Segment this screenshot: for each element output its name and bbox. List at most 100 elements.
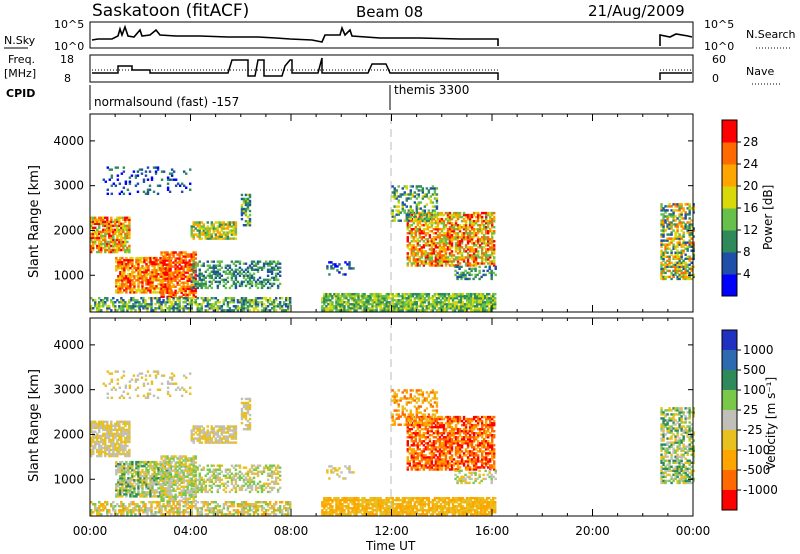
power-cell — [413, 301, 417, 304]
power-cell — [184, 307, 187, 310]
power-cell — [418, 260, 422, 263]
power-cell — [426, 262, 430, 265]
power-cell — [129, 262, 132, 266]
power-cell — [168, 279, 171, 282]
power-cell — [208, 276, 211, 280]
power-cell — [476, 252, 480, 255]
power-cell — [482, 211, 486, 215]
power-cell — [192, 253, 195, 256]
power-cell — [180, 285, 183, 288]
power-cell — [262, 307, 266, 310]
power-cell — [216, 225, 220, 228]
power-cell — [668, 269, 671, 273]
power-cell — [206, 260, 209, 263]
power-cell — [455, 305, 459, 308]
power-cell — [174, 178, 178, 181]
power-cell — [194, 287, 197, 291]
power-cell — [424, 256, 428, 259]
power-cell — [662, 207, 665, 210]
power-cell — [321, 307, 324, 310]
power-cell — [278, 307, 282, 310]
power-cell — [435, 193, 439, 196]
power-cell — [676, 235, 679, 238]
power-cell — [129, 291, 132, 294]
power-cell — [395, 191, 398, 194]
power-cell — [186, 267, 189, 270]
power-cell — [248, 213, 252, 217]
power-cell — [224, 272, 228, 275]
power-cell — [446, 238, 450, 241]
power-cell — [676, 271, 679, 275]
power-cell — [472, 211, 476, 215]
power-cell — [327, 296, 330, 300]
power-cell — [460, 271, 463, 275]
power-cell — [92, 236, 95, 240]
power-cell — [425, 217, 429, 220]
power-cell — [690, 231, 693, 234]
power-cell — [222, 270, 226, 273]
power-cell — [278, 270, 282, 273]
power-cell — [256, 309, 260, 312]
power-cell — [482, 238, 486, 241]
power-cell — [485, 305, 489, 308]
power-cell — [471, 303, 475, 306]
velocity-cell — [128, 434, 131, 438]
power-cell — [224, 231, 228, 234]
velocity-cell — [117, 489, 120, 492]
power-cell — [373, 296, 376, 300]
power-cell — [430, 258, 434, 261]
power-cell — [218, 274, 222, 278]
power-cell — [260, 268, 264, 271]
power-cell — [439, 307, 443, 310]
velocity-cell — [149, 462, 152, 466]
power-cell — [401, 305, 404, 308]
velocity-cell — [108, 448, 111, 452]
power-cell — [190, 274, 193, 278]
power-cell — [431, 185, 435, 188]
power-cell — [149, 291, 152, 294]
power-cell — [484, 248, 488, 251]
power-cell — [449, 305, 453, 308]
velocity-cell — [115, 472, 118, 476]
power-cell — [134, 303, 137, 306]
power-cell — [676, 223, 679, 226]
velocity-cell — [104, 426, 107, 430]
power-cell — [666, 247, 669, 250]
power-colorbar-cells — [722, 120, 737, 297]
power-cell — [145, 289, 148, 292]
power-cell — [100, 248, 103, 252]
power-cell — [476, 242, 480, 245]
power-cell — [240, 217, 244, 221]
power-cell — [188, 255, 191, 258]
power-cell — [418, 258, 422, 261]
power-cell — [408, 242, 411, 245]
power-cell — [412, 228, 416, 231]
power-cell — [407, 294, 410, 298]
power-cell — [246, 309, 250, 312]
power-cell — [414, 236, 418, 239]
power-cell — [458, 248, 462, 251]
power-cell — [226, 235, 230, 238]
power-cell — [190, 283, 193, 286]
power-cell — [174, 277, 177, 280]
velocity-cell — [108, 424, 111, 428]
power-cell — [234, 278, 238, 282]
power-cell — [458, 240, 462, 243]
power-cell — [432, 260, 436, 263]
power-cell — [338, 271, 341, 274]
velocity-cell — [133, 485, 136, 488]
velocity-cell — [98, 450, 101, 454]
power-cell — [240, 211, 244, 215]
velocity-cell — [164, 489, 167, 492]
power-cell — [126, 224, 129, 228]
velocity-cell — [121, 475, 124, 478]
power-cell — [440, 254, 444, 257]
power-cell — [403, 301, 406, 304]
power-cell — [158, 303, 161, 306]
power-cell — [433, 303, 437, 306]
power-cell — [286, 303, 290, 306]
power-cell — [450, 252, 454, 255]
power-cell — [363, 292, 366, 296]
power-cell — [466, 254, 470, 257]
power-cell — [119, 260, 122, 264]
